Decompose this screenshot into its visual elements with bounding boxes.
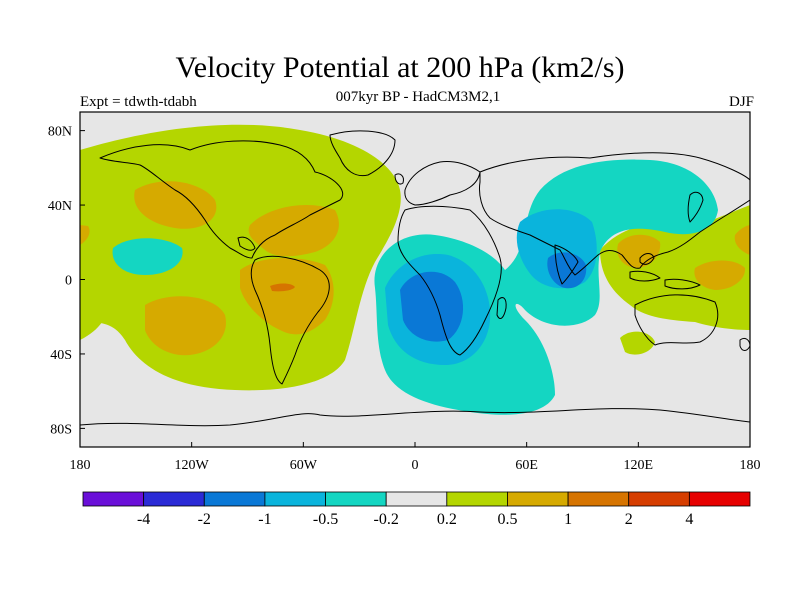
colorbar-swatch [143,491,205,507]
colorbar-label: -0.5 [313,511,338,528]
colorbar-swatch [325,491,387,507]
colorbar-label: -4 [137,511,150,528]
colorbar-swatch [82,491,145,507]
y-tick-label: 80N [48,125,72,140]
x-axis-ticks: 180 120W 60W 0 60E 120E 180 [70,442,761,473]
x-tick-label: 180 [70,458,91,473]
colorbar: -4 -2 -1 -0.5 -0.2 0.2 0.5 1 2 4 [82,491,751,528]
positive-contour-0.5 [80,181,750,356]
coastlines [80,130,750,427]
plot-title: Velocity Potential at 200 hPa (km2/s) [175,51,625,84]
colorbar-label: 1 [564,511,572,528]
colorbar-label: 4 [685,511,693,528]
colorbar-swatch [688,491,751,507]
y-tick-label: 0 [65,274,72,289]
season-label: DJF [728,94,754,110]
colorbar-swatch [446,491,508,507]
colorbar-swatch [203,491,266,507]
x-tick-label: 60E [515,458,538,473]
y-tick-label: 80S [50,422,72,437]
colorbar-swatch [507,491,569,507]
colorbar-swatch [385,491,448,507]
plot-subtitle: 007kyr BP - HadCM3M2,1 [335,89,501,105]
x-tick-label: 120W [175,458,210,473]
x-tick-label: 180 [740,458,761,473]
colorbar-label: 2 [625,511,633,528]
negative-contour-1 [400,252,587,342]
colorbar-label: -2 [198,511,211,528]
x-tick-label: 0 [412,458,419,473]
y-tick-label: 40N [48,199,72,214]
colorbar-label: 0.5 [497,511,517,528]
y-axis-ticks: 80N 40N 0 40S 80S [48,125,85,437]
colorbar-label: -0.2 [374,511,399,528]
colorbar-swatch [567,491,630,507]
colorbar-swatch [264,491,326,507]
y-tick-label: 40S [50,348,72,363]
x-tick-label: 60W [290,458,318,473]
x-tick-label: 120E [624,458,654,473]
colorbar-swatch [628,491,690,507]
colorbar-label: 0.2 [437,511,457,528]
colorbar-label: -1 [258,511,271,528]
positive-contour-1 [270,283,295,292]
experiment-label: Expt = tdwth-tdabh [80,94,197,110]
map-area [80,112,750,447]
